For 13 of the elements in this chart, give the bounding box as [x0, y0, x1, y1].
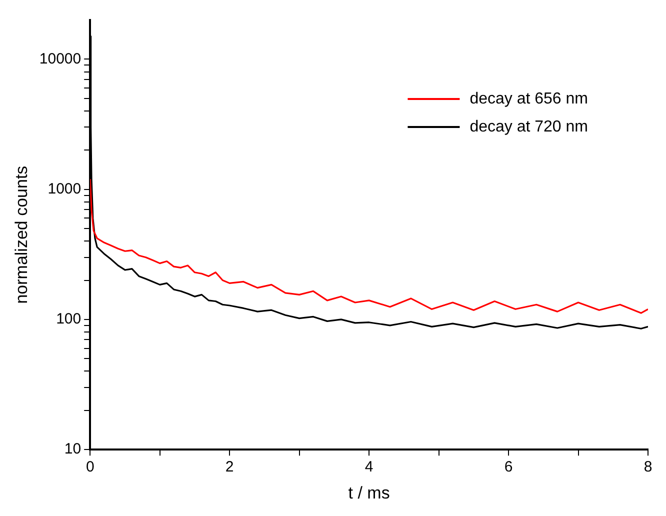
y-tick-label: 10000 — [39, 50, 82, 68]
x-tick-label: 0 — [86, 458, 94, 476]
x-axis-title: t / ms — [348, 483, 390, 502]
x-tick-label: 6 — [504, 458, 513, 476]
y-axis-title: normalized counts — [12, 166, 31, 304]
x-tick-label: 8 — [644, 458, 652, 476]
y-tick-label: 10 — [64, 440, 82, 458]
x-tick-label: 4 — [364, 458, 374, 476]
legend-label: decay at 656 nm — [470, 90, 588, 108]
x-tick-label: 2 — [225, 458, 234, 476]
y-tick-label: 100 — [56, 310, 82, 328]
legend-label: decay at 720 nm — [470, 118, 588, 136]
y-tick-label: 1000 — [48, 180, 82, 198]
